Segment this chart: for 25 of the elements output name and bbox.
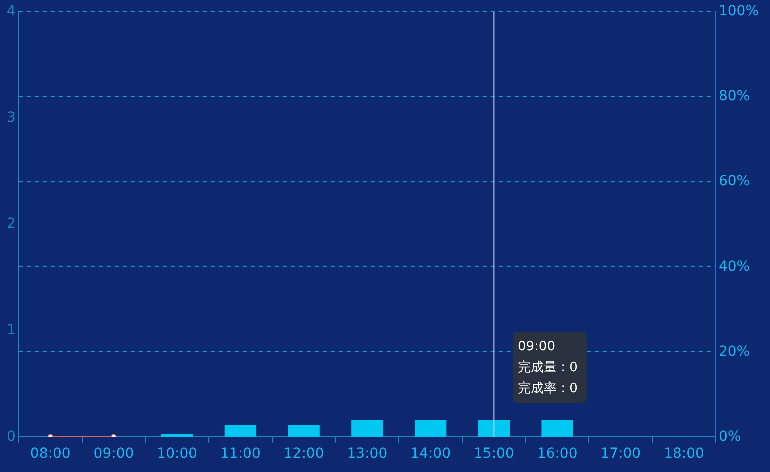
x-tick-label: 16:00: [537, 446, 578, 462]
x-tick-label: 18:00: [664, 446, 704, 462]
y-tick-label: 4: [6, 4, 16, 20]
y2-tick-label: 100%: [718, 4, 760, 20]
x-tick-label: 13:00: [347, 446, 388, 462]
y2-tick-label: 80%: [718, 88, 750, 105]
annotation: 09:00: [518, 339, 556, 354]
x-tick-label: 14:00: [410, 446, 451, 462]
y-tick-label: 3: [6, 110, 16, 126]
y2-tick-label: 40%: [718, 258, 750, 275]
y2-tick-label: 60%: [718, 174, 750, 190]
y2-tick-label: 0%: [718, 428, 742, 445]
x-tick-label: 15:00: [474, 446, 514, 462]
y-tick-label: 1: [6, 322, 16, 339]
x-tick-label: 10:00: [157, 446, 198, 462]
y2-tick-label: 20%: [718, 344, 750, 360]
x-tick-label: 17:00: [600, 446, 642, 462]
x-tick-label: 08:00: [30, 446, 71, 462]
x-tick-label: 11:00: [220, 446, 261, 462]
y-tick-label: 0: [6, 428, 16, 445]
annotation: 完成率 : 0: [518, 380, 578, 396]
x-tick-label: 09:00: [94, 446, 134, 462]
y-tick-label: 2: [6, 216, 16, 232]
x-tick-label: 12:00: [284, 446, 324, 462]
annotation: 完成量 : 0: [518, 359, 578, 376]
